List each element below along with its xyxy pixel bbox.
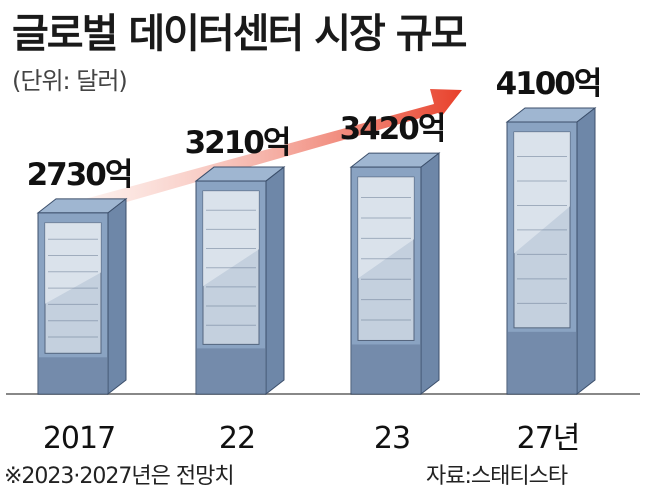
source-label: 자료:스태티스타 [426,464,568,489]
category-tick-label: 22 [219,421,255,456]
footnote: ※2023·2027년은 전망치 [4,464,235,489]
bar-rack [505,106,597,396]
bar-rack [36,197,128,396]
category-tick-label: 2017 [43,421,115,456]
bar-rack [194,166,286,396]
bar-value-label: 3420억 [340,111,445,147]
bar-value-label: 2730억 [27,157,132,193]
category-tick-label: 27년 [517,421,580,456]
bar-rack [349,152,441,396]
category-tick-label: 23 [374,421,410,456]
chart-title: 글로벌 데이터센터 시장 규모 [12,11,467,57]
bars-group: 2730억 2017 3210억 22 3420억 23 4100억 27년 [27,66,603,456]
bar-value-label: 4100억 [496,66,601,102]
unit-label: (단위: 달러) [12,67,128,95]
trend-arrow-icon [70,89,462,217]
bar-value-label: 3210억 [185,125,290,161]
